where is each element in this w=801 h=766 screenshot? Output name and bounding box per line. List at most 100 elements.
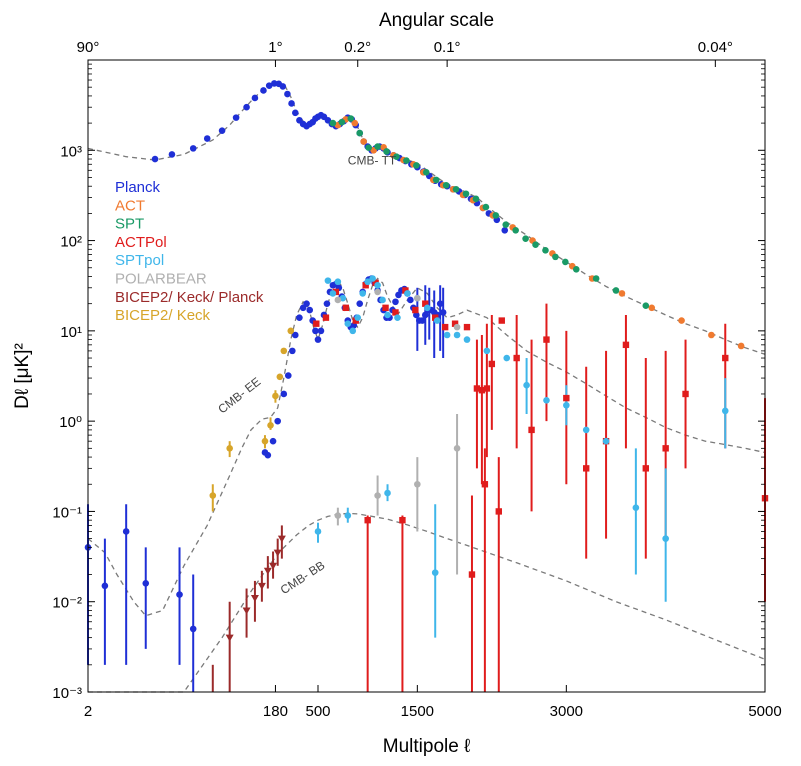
point-sptpol [453,331,461,339]
point-planck [101,582,109,590]
point-planck [312,327,319,335]
point-spt [612,287,620,294]
point-spt [572,266,580,273]
theory-curve-bb [88,512,766,693]
legend-entry: Planck [115,179,161,196]
point-actpol [622,341,630,349]
point-planck [279,83,287,90]
legend-entry: SPTpol [115,252,164,269]
point-planck [284,372,292,379]
top-tick-label: 0.04° [698,39,733,56]
point-actpol [382,304,389,312]
top-axis-ticks: 90° 1° 0.2° 0.1° 0.04° [77,39,733,67]
x-tick-label: 180 [263,703,288,720]
point-actpol [498,317,505,324]
legend-entry: ACT [115,197,145,214]
point-spt [356,129,364,137]
point-spt [403,157,410,164]
point-spt [642,302,650,309]
point-actpol [513,354,520,362]
point-spt [532,241,539,249]
point-planck [284,90,291,98]
point-bicep2-keck-planck [269,562,278,570]
point-sptpol [354,314,362,321]
point-planck [176,591,183,598]
point-sptpol [543,397,550,404]
point-spt [592,275,600,282]
point-spt [522,235,529,242]
legend-entry: BICEP2/ Keck/ Planck [115,289,264,306]
point-sptpol [503,354,511,362]
top-tick-label: 1° [268,39,282,56]
point-planck [151,155,159,163]
point-spt [482,203,490,211]
point-sptpol [523,381,530,389]
point-planck [218,127,226,134]
point-actpol [563,394,570,402]
point-sptpol [463,336,471,343]
point-planck [292,109,299,117]
theory-curve-ee [87,277,766,617]
point-act [708,331,715,339]
point-sptpol [443,331,451,339]
point-spt [442,181,450,189]
legend-entry: ACTPol [115,234,167,251]
y-tick-label: 10⁻² [52,595,82,612]
y-axis-ticks: 10³ 10² 10¹ 10⁰ 10⁻¹ 10⁻² 10⁻³ [52,63,765,702]
point-planck [356,300,364,307]
y-tick-label: 10³ [60,143,82,160]
point-planck [419,317,426,324]
x-axis-title: Multipole ℓ [383,736,470,757]
point-planck [269,437,277,445]
point-bicep2-keck [287,327,295,335]
point-sptpol [582,426,590,434]
point-spt [542,247,549,254]
point-spt [502,221,510,228]
point-bicep2-keck-planck [250,594,259,602]
point-actpol [412,306,419,314]
point-spt [383,148,390,155]
point-actpol [468,571,476,578]
point-planck [189,145,197,152]
y-axis-title: Dℓ [μK]² [12,343,33,409]
point-actpol [495,508,502,515]
point-sptpol [384,311,391,319]
point-planck [413,311,420,319]
y-tick-label: 10¹ [60,324,82,341]
point-bicep2-keck [209,492,217,499]
legend-entry: BICEP2/ Keck [115,307,211,324]
top-tick-label: 0.2° [344,39,371,56]
point-planck [292,331,299,339]
point-actpol [478,387,486,394]
point-polarbear [334,512,342,519]
point-bicep2-keck [226,445,233,452]
point-planck [264,451,272,459]
point-planck [421,311,429,319]
point-actpol [362,282,369,289]
point-bicep2-keck-planck [263,567,272,575]
point-planck [296,314,303,321]
data-points [84,80,769,642]
point-actpol [662,445,669,452]
point-sptpol [324,277,332,284]
point-sptpol [359,290,367,297]
point-sptpol [404,290,411,297]
point-sptpol [721,407,729,415]
point-actpol [432,314,439,321]
point-sptpol [344,320,352,328]
point-sptpol [431,569,439,576]
point-act [360,138,367,145]
point-bicep2-keck-planck [225,634,234,642]
point-spt [552,253,559,261]
point-actpol [642,465,649,472]
point-act [351,119,359,127]
point-act [618,290,626,297]
x-tick-label: 3000 [550,703,583,720]
legend-entry: POLARBEAR [115,271,207,288]
point-actpol [682,390,689,398]
point-planck [323,300,331,307]
point-polarbear [414,294,421,302]
point-planck [232,114,240,121]
point-actpol [451,320,459,327]
